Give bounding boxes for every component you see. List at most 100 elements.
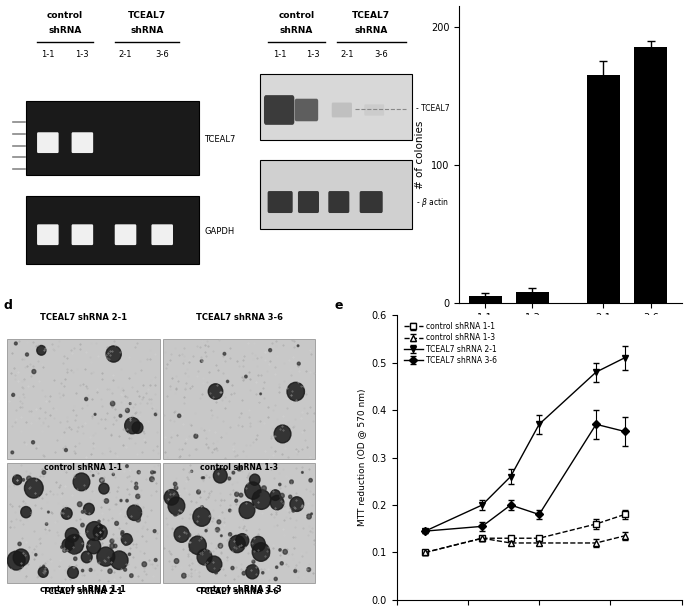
Circle shape <box>64 448 67 451</box>
Circle shape <box>200 519 202 522</box>
FancyBboxPatch shape <box>37 132 59 153</box>
Circle shape <box>124 542 127 545</box>
Circle shape <box>208 384 223 399</box>
Circle shape <box>82 570 84 572</box>
Circle shape <box>61 546 63 548</box>
Text: shRNA: shRNA <box>482 383 512 392</box>
Circle shape <box>200 360 203 362</box>
Circle shape <box>292 509 295 512</box>
Circle shape <box>232 471 235 474</box>
Circle shape <box>271 495 284 510</box>
Circle shape <box>236 534 249 547</box>
Circle shape <box>95 538 97 540</box>
Circle shape <box>239 502 255 519</box>
Text: TCEAL7 shRNA 2-1: TCEAL7 shRNA 2-1 <box>43 587 123 596</box>
Text: shRNA: shRNA <box>130 26 164 35</box>
Circle shape <box>239 493 242 497</box>
Circle shape <box>129 538 133 542</box>
Circle shape <box>214 571 217 574</box>
Circle shape <box>174 526 189 542</box>
Circle shape <box>42 565 45 567</box>
Circle shape <box>309 479 312 482</box>
Circle shape <box>77 502 82 507</box>
Circle shape <box>108 553 112 558</box>
FancyBboxPatch shape <box>71 132 93 153</box>
Text: TCEAL7 shRNA 2-1: TCEAL7 shRNA 2-1 <box>40 313 127 322</box>
Circle shape <box>117 551 119 554</box>
Circle shape <box>138 508 141 511</box>
Circle shape <box>260 493 262 496</box>
Text: - $\beta$ actin: - $\beta$ actin <box>416 196 449 208</box>
Circle shape <box>12 393 14 396</box>
Circle shape <box>32 441 34 444</box>
Circle shape <box>128 553 131 556</box>
Circle shape <box>112 473 114 476</box>
Circle shape <box>110 544 114 548</box>
Circle shape <box>265 553 269 557</box>
Circle shape <box>203 477 205 479</box>
Circle shape <box>94 413 96 415</box>
Circle shape <box>134 485 138 490</box>
Circle shape <box>37 345 46 355</box>
Text: 2-1: 2-1 <box>119 50 132 59</box>
Bar <box>469 296 501 303</box>
Circle shape <box>199 508 201 510</box>
Circle shape <box>72 550 76 554</box>
Circle shape <box>253 570 258 574</box>
Circle shape <box>110 539 114 543</box>
Text: a: a <box>3 0 11 3</box>
FancyBboxPatch shape <box>7 339 160 459</box>
Circle shape <box>121 534 132 545</box>
Circle shape <box>12 475 22 485</box>
Circle shape <box>73 473 90 491</box>
Circle shape <box>190 548 192 551</box>
Circle shape <box>294 570 297 573</box>
Circle shape <box>125 465 128 468</box>
Circle shape <box>149 477 154 482</box>
Text: shRNA: shRNA <box>49 26 82 35</box>
Circle shape <box>137 471 140 474</box>
Text: d: d <box>3 299 12 312</box>
Circle shape <box>297 345 299 347</box>
Circle shape <box>129 403 131 404</box>
Circle shape <box>197 549 212 565</box>
Circle shape <box>290 480 293 484</box>
Text: TCEAL7 shRNA 3-6: TCEAL7 shRNA 3-6 <box>199 587 279 596</box>
Circle shape <box>290 497 303 511</box>
Circle shape <box>262 486 266 491</box>
Circle shape <box>297 362 300 365</box>
FancyBboxPatch shape <box>364 104 384 116</box>
Circle shape <box>249 474 260 485</box>
Circle shape <box>8 551 25 570</box>
Y-axis label: # of colonies: # of colonies <box>415 121 425 188</box>
Circle shape <box>228 477 231 480</box>
Circle shape <box>245 482 261 499</box>
Text: TCEAL7: TCEAL7 <box>503 356 538 365</box>
Circle shape <box>274 425 291 443</box>
Circle shape <box>279 493 284 498</box>
FancyBboxPatch shape <box>37 224 59 245</box>
FancyBboxPatch shape <box>264 95 295 125</box>
Circle shape <box>136 517 140 522</box>
Circle shape <box>104 499 109 503</box>
Circle shape <box>177 414 181 418</box>
Circle shape <box>154 413 157 416</box>
Circle shape <box>260 393 262 395</box>
Circle shape <box>142 562 147 567</box>
FancyBboxPatch shape <box>332 102 352 118</box>
Circle shape <box>27 476 32 481</box>
Circle shape <box>22 479 25 481</box>
Circle shape <box>82 510 84 513</box>
Circle shape <box>237 466 242 471</box>
Circle shape <box>201 506 203 509</box>
FancyBboxPatch shape <box>260 161 412 228</box>
Circle shape <box>269 348 271 351</box>
Bar <box>516 292 549 303</box>
Circle shape <box>279 483 281 485</box>
FancyBboxPatch shape <box>163 462 315 583</box>
Circle shape <box>115 521 119 525</box>
Circle shape <box>62 539 74 551</box>
Text: 1-3: 1-3 <box>75 50 89 59</box>
Circle shape <box>151 471 153 474</box>
Circle shape <box>87 510 90 514</box>
